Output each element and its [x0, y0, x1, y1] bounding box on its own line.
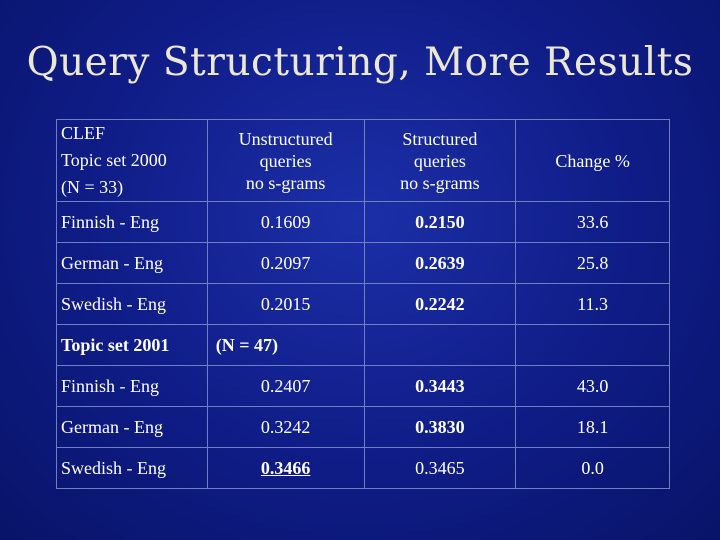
table-row: Finnish - Eng 0.2407 0.3443 43.0 — [56, 365, 670, 407]
row-unstructured: 0.2097 — [206, 242, 365, 284]
row-structured: 0.3443 — [363, 365, 517, 407]
header-change-label: Change % — [555, 150, 630, 171]
row-language: Finnish - Eng — [56, 365, 208, 407]
row-language: German - Eng — [56, 242, 208, 284]
header-structured-line-1: Structured — [402, 128, 478, 149]
row-unstructured: 0.2015 — [206, 283, 365, 325]
row-language: Finnish - Eng — [56, 201, 208, 243]
header-unstructured-line-1: Unstructured — [238, 128, 333, 149]
header-label-cell: CLEF Topic set 2000 (N = 33) — [56, 119, 208, 202]
header-unstructured: Unstructured queries no s-grams — [206, 119, 365, 202]
header-change: Change % — [515, 119, 670, 202]
row-change: 11.3 — [515, 283, 670, 325]
row-language: Swedish - Eng — [56, 283, 208, 325]
row-structured: 0.2639 — [363, 242, 517, 284]
slide-title: Query Structuring, More Results — [26, 40, 694, 85]
header-topic-set: Topic set 2000 — [61, 150, 167, 170]
table-row: Swedish - Eng 0.2015 0.2242 11.3 — [56, 283, 670, 325]
header-structured-line-2: queries — [413, 150, 466, 171]
header-structured: Structured queries no s-grams — [363, 119, 517, 202]
header-n: (N = 33) — [61, 177, 124, 197]
row-change: 0.0 — [515, 447, 670, 489]
row-structured: 0.2150 — [363, 201, 517, 243]
table-row: German - Eng 0.3242 0.3830 18.1 — [56, 406, 670, 448]
section-n: (N = 47) — [206, 324, 365, 366]
row-unstructured-value: 0.3466 — [260, 457, 311, 478]
section-empty-cell — [515, 324, 670, 366]
row-change: 18.1 — [515, 406, 670, 448]
row-structured: 0.3465 — [363, 447, 517, 489]
row-unstructured: 0.2407 — [206, 365, 365, 407]
row-language: German - Eng — [56, 406, 208, 448]
section-row-2001: Topic set 2001 (N = 47) — [56, 324, 670, 366]
row-change: 33.6 — [515, 201, 670, 243]
row-structured: 0.3830 — [363, 406, 517, 448]
section-empty-cell — [363, 324, 517, 366]
row-unstructured: 0.3242 — [206, 406, 365, 448]
row-unstructured: 0.3466 — [206, 447, 365, 489]
row-language: Swedish - Eng — [56, 447, 208, 489]
table-row: Swedish - Eng 0.3466 0.3465 0.0 — [56, 447, 670, 489]
header-unstructured-line-3: no s-grams — [245, 172, 326, 193]
row-structured: 0.2242 — [363, 283, 517, 325]
row-unstructured: 0.1609 — [206, 201, 365, 243]
table-row: Finnish - Eng 0.1609 0.2150 33.6 — [56, 201, 670, 243]
row-change: 25.8 — [515, 242, 670, 284]
table-header-row: CLEF Topic set 2000 (N = 33) Unstructure… — [56, 119, 670, 202]
header-unstructured-line-2: queries — [259, 150, 312, 171]
table-row: German - Eng 0.2097 0.2639 25.8 — [56, 242, 670, 284]
header-clef: CLEF — [61, 123, 106, 143]
header-structured-line-3: no s-grams — [400, 172, 480, 193]
row-change: 43.0 — [515, 365, 670, 407]
results-table: CLEF Topic set 2000 (N = 33) Unstructure… — [56, 119, 670, 489]
section-label: Topic set 2001 — [56, 324, 208, 366]
